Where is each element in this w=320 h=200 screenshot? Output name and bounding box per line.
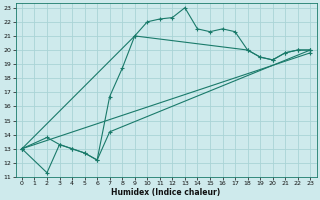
X-axis label: Humidex (Indice chaleur): Humidex (Indice chaleur) (111, 188, 221, 197)
